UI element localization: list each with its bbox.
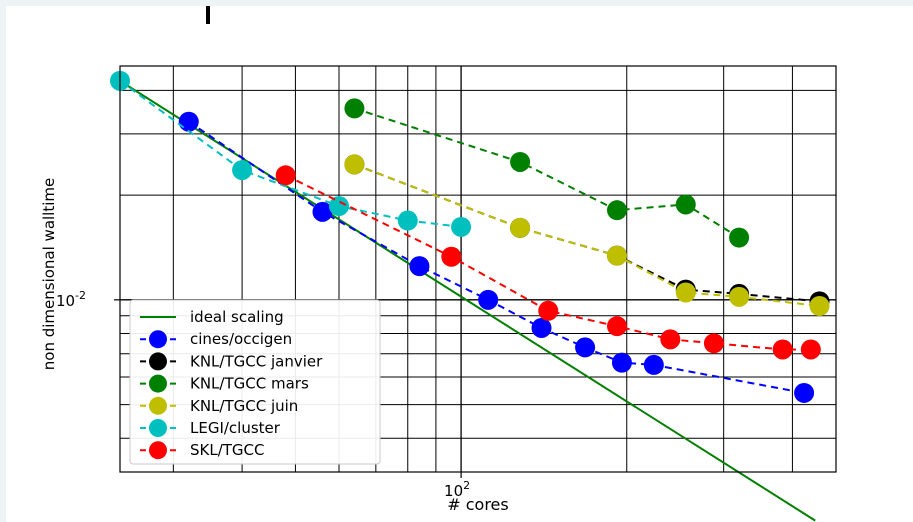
data-point <box>660 329 681 350</box>
data-point <box>232 160 253 181</box>
data-point <box>675 194 696 215</box>
legend-marker <box>149 396 167 415</box>
legend-marker <box>149 419 167 437</box>
data-point <box>510 217 531 238</box>
series-line <box>354 163 820 303</box>
data-point <box>451 216 472 237</box>
legend: ideal scaling cines/occigen KNL/TGCC janvi… <box>129 299 381 465</box>
data-point <box>643 354 664 375</box>
y-tick-label: 10-2 <box>56 289 86 310</box>
data-point <box>344 154 365 175</box>
legend-entry: cines/occigen <box>190 330 292 348</box>
series-line <box>354 163 820 307</box>
data-point <box>441 246 462 267</box>
data-point <box>178 111 199 132</box>
data-point <box>611 352 632 373</box>
data-point <box>312 201 333 222</box>
y-axis-label: non dimensional walltime <box>40 178 58 370</box>
series-line <box>119 80 462 228</box>
data-point <box>478 289 499 310</box>
legend-entry: ideal scaling <box>190 308 284 326</box>
data-point <box>794 382 815 403</box>
data-point <box>510 151 531 172</box>
top-edge-mark <box>206 6 210 24</box>
data-point <box>538 300 559 321</box>
legend-entry: KNL/TGCC janvier <box>190 352 323 370</box>
plot-frame <box>119 65 837 473</box>
legend-entry: SKL/TGCC <box>190 441 265 459</box>
data-point <box>607 316 628 337</box>
data-point <box>575 337 596 358</box>
series-line <box>285 174 811 351</box>
data-point <box>800 339 821 360</box>
data-point <box>328 196 349 217</box>
legend-entry: LEGI/cluster <box>190 419 281 437</box>
plot-series <box>110 70 830 522</box>
legend-marker <box>149 352 167 371</box>
legend-entry: KNL/TGCC juin <box>190 397 298 415</box>
data-point <box>703 333 724 354</box>
data-point <box>344 98 365 119</box>
data-point <box>607 245 628 266</box>
series-line <box>119 80 816 522</box>
data-point <box>729 227 750 248</box>
x-axis-label: # cores <box>447 495 508 514</box>
data-point <box>275 165 296 186</box>
legend-marker <box>149 374 167 393</box>
legend-box <box>129 299 381 465</box>
data-point <box>675 282 696 303</box>
data-point <box>607 200 628 221</box>
legend-marker <box>149 441 167 460</box>
data-point <box>397 210 418 231</box>
data-point <box>409 256 430 277</box>
legend-entry: KNL/TGCC mars <box>190 375 309 393</box>
data-point <box>772 339 793 360</box>
data-point <box>809 296 830 317</box>
legend-marker <box>149 330 167 349</box>
data-point <box>531 317 552 338</box>
data-point <box>729 286 750 307</box>
screenshot-canvas: 102 10-2 ideal scaling cines/occigen KNL/TG… <box>6 6 913 522</box>
